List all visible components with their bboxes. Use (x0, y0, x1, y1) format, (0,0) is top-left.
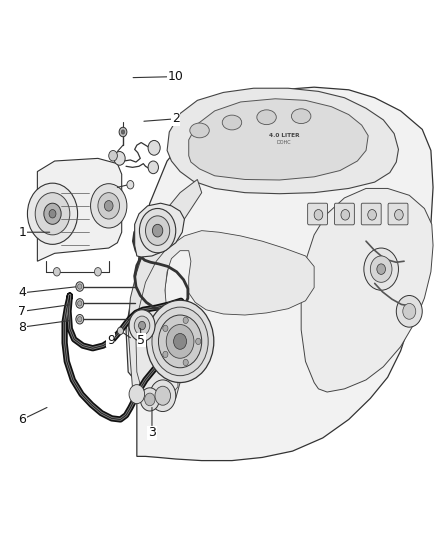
Circle shape (148, 140, 160, 155)
Circle shape (78, 317, 82, 322)
Circle shape (371, 256, 392, 282)
Ellipse shape (190, 123, 209, 138)
Circle shape (78, 301, 82, 306)
Polygon shape (128, 180, 202, 406)
Circle shape (163, 351, 168, 358)
Circle shape (148, 161, 159, 174)
Text: 1: 1 (18, 225, 50, 239)
Circle shape (396, 295, 422, 327)
Circle shape (78, 284, 82, 289)
Circle shape (95, 268, 101, 276)
Circle shape (91, 184, 127, 228)
Text: 6: 6 (18, 408, 47, 426)
Circle shape (314, 209, 323, 220)
Circle shape (145, 393, 155, 406)
Circle shape (117, 327, 124, 335)
Circle shape (152, 224, 163, 237)
Circle shape (140, 388, 159, 411)
FancyBboxPatch shape (307, 203, 328, 225)
Circle shape (76, 298, 84, 308)
Circle shape (121, 130, 125, 134)
Circle shape (98, 192, 120, 219)
Circle shape (341, 209, 350, 220)
Circle shape (196, 338, 201, 344)
Text: 9: 9 (107, 333, 117, 347)
Circle shape (138, 321, 145, 330)
Circle shape (183, 359, 188, 366)
Polygon shape (301, 189, 433, 392)
Polygon shape (136, 231, 314, 397)
Circle shape (150, 380, 176, 411)
Text: 5: 5 (137, 328, 145, 347)
Ellipse shape (222, 115, 242, 130)
FancyBboxPatch shape (335, 203, 354, 225)
Circle shape (395, 209, 403, 220)
Circle shape (166, 325, 194, 358)
Circle shape (134, 316, 150, 335)
Circle shape (109, 150, 117, 161)
Polygon shape (134, 203, 184, 257)
Circle shape (49, 209, 56, 218)
Text: 4.0 LITER: 4.0 LITER (268, 133, 299, 138)
Circle shape (53, 268, 60, 276)
Text: 10: 10 (133, 70, 184, 83)
Circle shape (155, 386, 170, 405)
Circle shape (173, 334, 187, 349)
Circle shape (364, 248, 399, 290)
Ellipse shape (257, 110, 276, 125)
Text: 4: 4 (18, 286, 76, 300)
Circle shape (145, 216, 170, 245)
Circle shape (114, 151, 125, 165)
Polygon shape (167, 88, 399, 193)
Polygon shape (189, 99, 368, 180)
Circle shape (104, 200, 113, 211)
Circle shape (127, 181, 134, 189)
Circle shape (35, 192, 70, 235)
Polygon shape (37, 158, 122, 261)
Circle shape (139, 208, 176, 253)
Text: DOHC: DOHC (276, 140, 291, 145)
Circle shape (28, 183, 78, 244)
Text: 3: 3 (148, 407, 156, 439)
Circle shape (76, 314, 84, 324)
Circle shape (129, 385, 145, 403)
Text: 8: 8 (18, 321, 69, 334)
Circle shape (163, 325, 168, 332)
Circle shape (76, 282, 84, 292)
FancyBboxPatch shape (361, 203, 381, 225)
Text: 2: 2 (144, 112, 180, 125)
Circle shape (146, 300, 214, 383)
Circle shape (44, 203, 61, 224)
Polygon shape (126, 87, 433, 461)
Ellipse shape (291, 109, 311, 124)
Circle shape (377, 264, 385, 274)
Circle shape (368, 209, 376, 220)
Text: 7: 7 (18, 305, 69, 318)
Circle shape (183, 317, 188, 324)
Circle shape (159, 315, 202, 368)
Circle shape (403, 303, 416, 319)
FancyBboxPatch shape (388, 203, 408, 225)
Circle shape (119, 127, 127, 137)
Circle shape (152, 307, 208, 376)
Circle shape (129, 310, 155, 342)
